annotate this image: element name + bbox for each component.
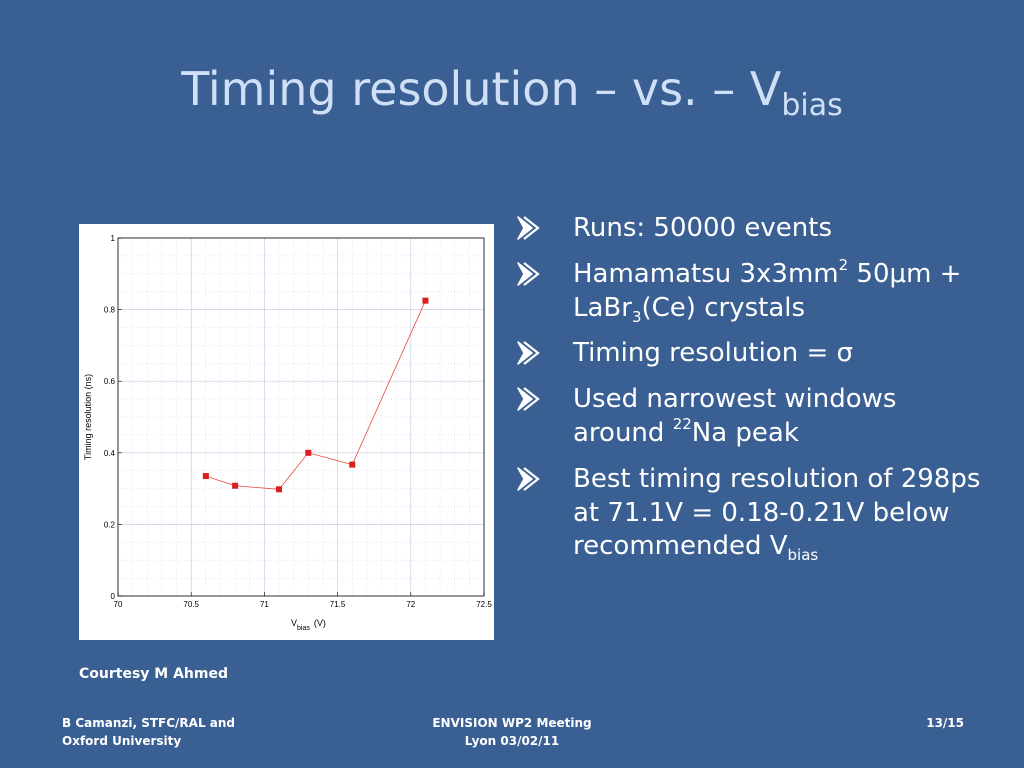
y-tick-label: 0.2 <box>104 520 116 529</box>
bullet-windows-post: Na peak <box>691 417 799 448</box>
footer-meeting-line1: ENVISION WP2 Meeting <box>432 716 592 730</box>
data-point-marker <box>276 486 283 493</box>
bullet-sigma: Timing resolution = σ <box>516 337 996 371</box>
courtesy-note: Courtesy M Ahmed <box>79 666 228 682</box>
bullet-hamamatsu: Hamamatsu 3x3mm2 50μm + LaBr3(Ce) crysta… <box>516 255 996 326</box>
bullet-windows-sup: 22 <box>672 414 692 433</box>
bullet-runs: Runs: 50000 events <box>516 212 996 246</box>
timing-vs-vbias-chart: 70 70.5 71 71.5 72 72.5 0 0.2 0.4 0.6 0.8 1 Timing … <box>83 234 492 632</box>
x-tick-label: 71 <box>260 600 269 609</box>
plot-frame <box>117 237 485 597</box>
data-point-marker <box>232 482 239 489</box>
x-tick-label: 70 <box>114 600 123 609</box>
arrow-bullet-icon <box>517 341 540 366</box>
bullet-hamamatsu-sub: 3 <box>631 307 642 326</box>
data-point-marker <box>305 449 312 456</box>
footer-author: B Camanzi, STFC/RAL and Oxford Universit… <box>62 714 235 750</box>
y-tick-label: 0.4 <box>104 449 116 458</box>
footer-meeting: ENVISION WP2 Meeting Lyon 03/02/11 <box>372 714 652 750</box>
x-tick-label: 70.5 <box>183 600 199 609</box>
bullet-hamamatsu-mid: 50μm + LaBr <box>573 258 962 323</box>
y-tick-label: 0.6 <box>104 377 116 386</box>
series-markers <box>202 297 429 493</box>
data-point-marker <box>422 297 429 304</box>
data-point-marker <box>202 473 209 480</box>
footer-meeting-line2: Lyon 03/02/11 <box>464 734 560 748</box>
bullet-list: Runs: 50000 events Hamamatsu 3x3mm2 50μm… <box>516 212 996 576</box>
arrow-bullet-icon <box>517 387 540 412</box>
x-axis-label: Vbias (V) <box>291 618 326 632</box>
x-tick-label: 72 <box>406 600 415 609</box>
footer-page-number: 13/15 <box>926 716 964 730</box>
arrow-bullet-icon <box>517 216 540 240</box>
bullet-hamamatsu-post: (Ce) crystals <box>641 292 806 323</box>
chart-grid <box>117 237 485 597</box>
chart-panel: 70 70.5 71 71.5 72 72.5 0 0.2 0.4 0.6 0.8 1 Timing … <box>79 224 494 640</box>
arrow-bullet-icon <box>517 261 540 286</box>
bullet-windows-pre: Used narrowest windows around <box>573 384 897 448</box>
title-main: Timing resolution – vs. – V <box>181 62 782 116</box>
x-axis-label-subscript: bias <box>297 625 310 632</box>
bullet-hamamatsu-pre: Hamamatsu 3x3mm <box>573 258 839 289</box>
bullet-runs-text: Runs: 50000 events <box>573 213 832 243</box>
y-tick-label: 0.8 <box>104 306 116 315</box>
series-line <box>205 300 426 490</box>
bullet-sigma-text: Timing resolution = σ <box>573 338 853 369</box>
footer-author-line2: Oxford University <box>62 734 182 748</box>
y-tick-label: 1 <box>111 234 116 243</box>
data-point-marker <box>349 461 356 468</box>
bullet-best-pre: Best timing resolution of 298ps at 71.1V… <box>573 463 981 562</box>
y-axis-label: Timing resolution (ns) <box>83 374 93 460</box>
bullet-windows: Used narrowest windows around 22Na peak <box>516 383 996 451</box>
x-axis-label-main: V <box>291 618 297 628</box>
x-axis-label-unit: (V) <box>314 618 326 628</box>
bullet-hamamatsu-sup: 2 <box>838 255 849 274</box>
title-subscript: bias <box>781 88 843 123</box>
y-tick-label: 0 <box>111 592 116 601</box>
arrow-bullet-icon <box>517 466 540 491</box>
footer-author-line1: B Camanzi, STFC/RAL and <box>62 716 236 730</box>
slide-title: Timing resolution – vs. – Vbias <box>0 62 1024 123</box>
bullet-best: Best timing resolution of 298ps at 71.1V… <box>516 463 996 564</box>
x-tick-label: 72.5 <box>476 600 492 609</box>
chart-ticks: 70 70.5 71 71.5 72 72.5 0 0.2 0.4 0.6 0.8 1 <box>104 234 492 609</box>
bullet-best-sub: bias <box>787 546 819 565</box>
x-tick-label: 71.5 <box>330 600 346 609</box>
